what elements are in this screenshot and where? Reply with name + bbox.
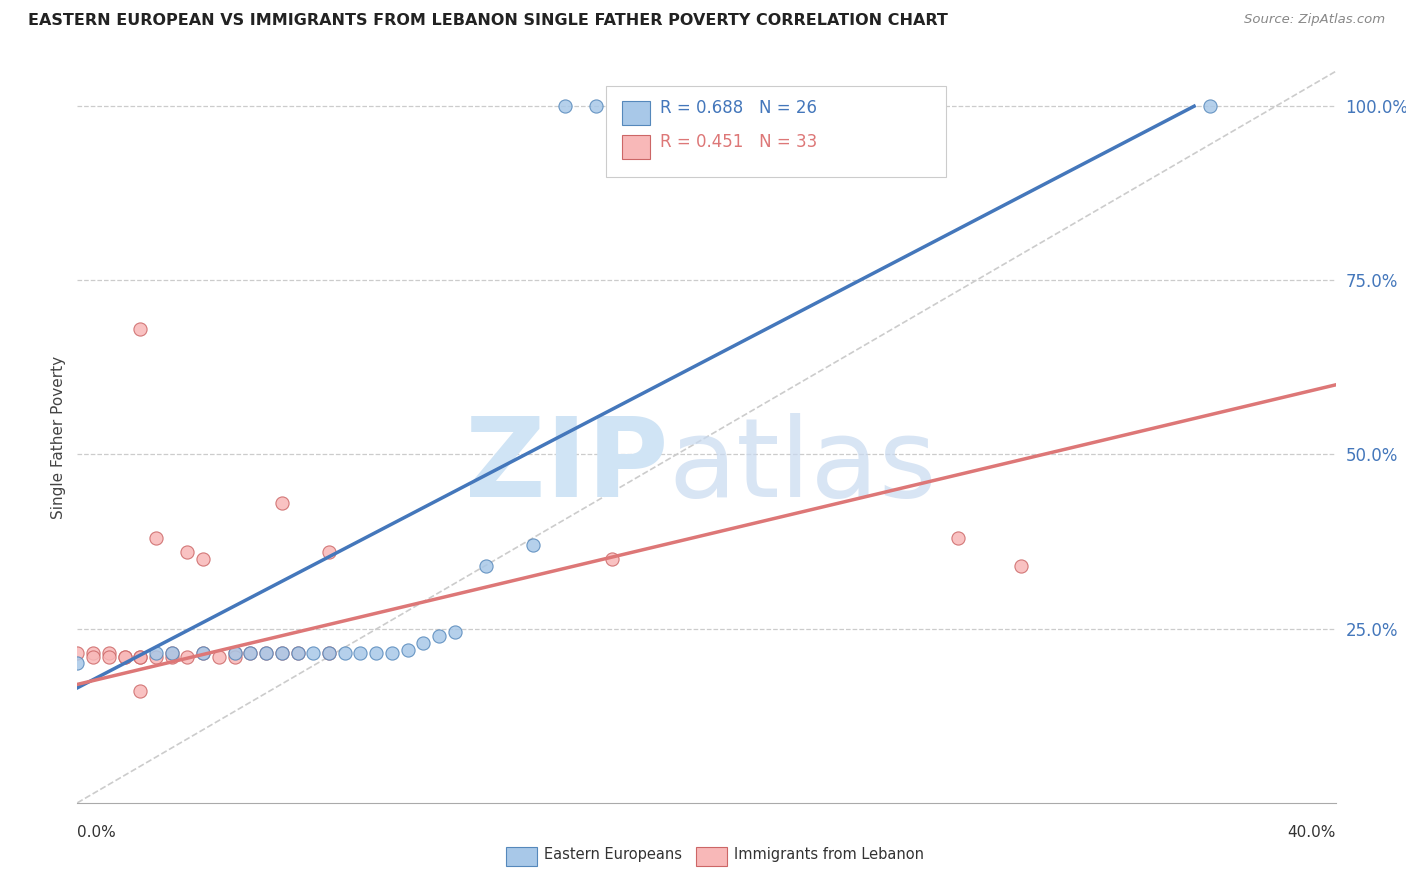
Point: [302, 646, 325, 660]
Point: [617, 99, 640, 113]
Point: [208, 649, 231, 664]
Point: [679, 99, 702, 113]
Point: [318, 646, 340, 660]
Point: [66, 657, 89, 671]
Text: Eastern Europeans: Eastern Europeans: [544, 847, 682, 862]
Text: Immigrants from Lebanon: Immigrants from Lebanon: [734, 847, 924, 862]
Point: [145, 531, 167, 545]
Point: [160, 646, 183, 660]
Text: atlas: atlas: [669, 413, 938, 520]
Point: [97, 649, 120, 664]
Point: [254, 646, 277, 660]
Point: [1198, 99, 1220, 113]
Point: [412, 635, 434, 649]
Text: 40.0%: 40.0%: [1288, 825, 1336, 840]
Point: [114, 649, 136, 664]
Text: R = 0.451   N = 33: R = 0.451 N = 33: [659, 133, 817, 152]
Point: [318, 646, 340, 660]
Point: [239, 646, 262, 660]
Point: [270, 496, 292, 510]
Point: [145, 646, 167, 660]
Point: [191, 646, 215, 660]
Point: [427, 629, 450, 643]
Point: [318, 545, 340, 559]
Point: [176, 649, 198, 664]
Point: [191, 552, 215, 566]
Point: [191, 646, 215, 660]
Point: [600, 552, 623, 566]
Point: [333, 646, 356, 660]
Point: [129, 649, 152, 664]
Point: [287, 646, 309, 660]
Point: [82, 646, 104, 660]
Y-axis label: Single Father Poverty: Single Father Poverty: [51, 356, 66, 518]
FancyBboxPatch shape: [623, 135, 650, 159]
FancyBboxPatch shape: [606, 86, 946, 178]
Point: [129, 322, 152, 336]
Point: [554, 99, 576, 113]
Point: [270, 646, 292, 660]
Point: [224, 646, 246, 660]
Text: 0.0%: 0.0%: [77, 825, 117, 840]
Text: ZIP: ZIP: [465, 413, 669, 520]
Point: [948, 531, 970, 545]
Point: [366, 646, 388, 660]
Text: Source: ZipAtlas.com: Source: ZipAtlas.com: [1244, 13, 1385, 27]
Text: EASTERN EUROPEAN VS IMMIGRANTS FROM LEBANON SINGLE FATHER POVERTY CORRELATION CH: EASTERN EUROPEAN VS IMMIGRANTS FROM LEBA…: [28, 13, 948, 29]
Point: [349, 646, 371, 660]
Point: [129, 649, 152, 664]
Text: R = 0.688   N = 26: R = 0.688 N = 26: [659, 99, 817, 117]
Point: [522, 538, 544, 552]
Point: [239, 646, 262, 660]
Point: [82, 649, 104, 664]
Point: [554, 475, 576, 490]
Point: [381, 646, 404, 660]
Point: [160, 646, 183, 660]
Point: [224, 646, 246, 660]
Point: [160, 649, 183, 664]
Point: [66, 646, 89, 660]
Point: [1010, 558, 1032, 573]
Point: [287, 646, 309, 660]
Point: [444, 625, 467, 640]
Point: [224, 649, 246, 664]
FancyBboxPatch shape: [623, 101, 650, 125]
Point: [176, 545, 198, 559]
Point: [254, 646, 277, 660]
Point: [270, 646, 292, 660]
Point: [97, 646, 120, 660]
Point: [114, 649, 136, 664]
Point: [475, 558, 498, 573]
Point: [145, 649, 167, 664]
Point: [585, 99, 607, 113]
Point: [396, 642, 419, 657]
Point: [129, 684, 152, 698]
